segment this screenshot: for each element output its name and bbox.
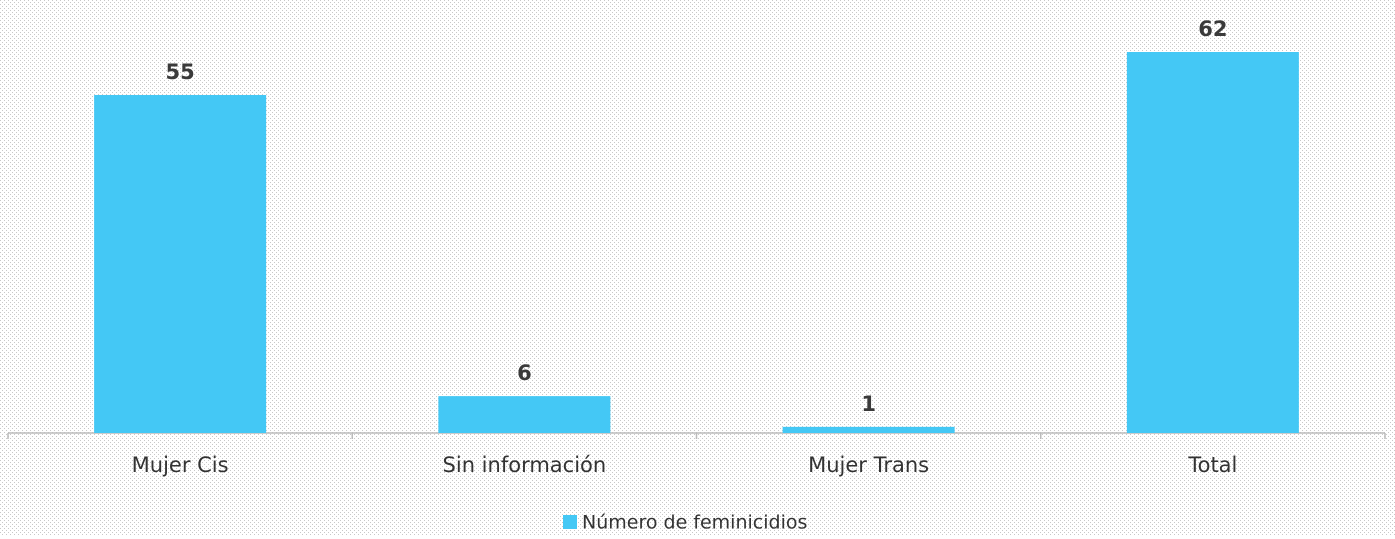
value-label: 55 (166, 60, 195, 84)
bar (438, 396, 611, 433)
legend-label: Número de feminicidios (582, 512, 807, 534)
bar (782, 426, 955, 433)
x-tick-label: Mujer Cis (132, 453, 229, 477)
x-tick-label: Sin información (443, 453, 607, 477)
value-label: 62 (1198, 17, 1227, 41)
value-label: 6 (517, 361, 532, 385)
x-tick-label: Total (1187, 453, 1237, 477)
x-tick-label: Mujer Trans (808, 453, 929, 477)
bar (94, 95, 267, 434)
value-label: 1 (861, 392, 876, 416)
bar (1126, 52, 1299, 433)
legend-swatch (563, 515, 577, 529)
